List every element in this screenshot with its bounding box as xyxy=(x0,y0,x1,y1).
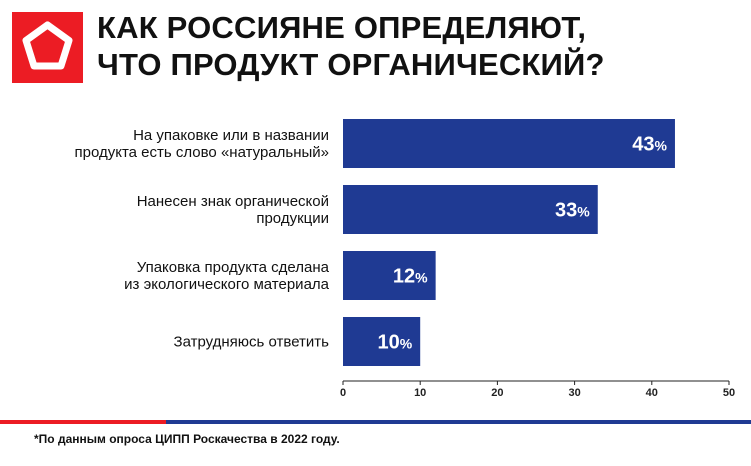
x-tick-label: 10 xyxy=(414,387,426,399)
data-label: 10% xyxy=(377,332,412,354)
divider-stripe-red xyxy=(0,420,166,424)
category-label: Нанесен знак органической xyxy=(137,193,329,210)
x-tick-label: 40 xyxy=(646,387,658,399)
chart-title: КАК РОССИЯНЕ ОПРЕДЕЛЯЮТ, ЧТО ПРОДУКТ ОРГ… xyxy=(97,9,605,83)
data-label: 43% xyxy=(632,134,667,156)
category-label: На упаковке или в названии xyxy=(133,127,329,144)
data-label: 33% xyxy=(555,200,590,222)
chart-title-line-2: ЧТО ПРОДУКТ ОРГАНИЧЕСКИЙ? xyxy=(97,47,605,82)
x-tick-label: 20 xyxy=(491,387,503,399)
bar xyxy=(343,317,421,366)
bar xyxy=(343,185,598,234)
divider-stripe-blue xyxy=(166,420,751,424)
footnote: *По данным опроса ЦИПП Роскачества в 202… xyxy=(34,432,340,446)
bar xyxy=(343,119,675,168)
divider-stripe xyxy=(0,420,751,424)
x-tick-label: 30 xyxy=(568,387,580,399)
pentagon-logo-icon xyxy=(12,12,83,83)
logo-pentagon xyxy=(22,21,73,70)
chart-title-line-1: КАК РОССИЯНЕ ОПРЕДЕЛЯЮТ, xyxy=(97,10,587,45)
bar xyxy=(343,251,436,300)
x-tick-label: 0 xyxy=(340,387,346,399)
category-label: продукции xyxy=(256,210,329,227)
data-label: 12% xyxy=(393,266,428,288)
x-tick-label: 50 xyxy=(723,387,735,399)
category-label: Упаковка продукта сделана xyxy=(137,259,330,276)
category-label: продукта есть слово «натуральный» xyxy=(75,144,330,161)
category-label: из экологического материала xyxy=(124,276,330,293)
category-label: Затрудняюсь ответить xyxy=(174,334,330,351)
